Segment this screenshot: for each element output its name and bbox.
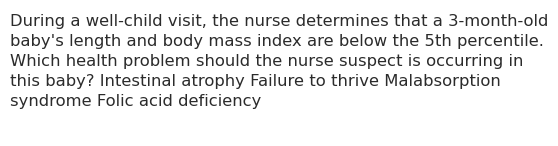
Text: During a well-child visit, the nurse determines that a 3-month-old
baby's length: During a well-child visit, the nurse det… [10, 14, 549, 109]
